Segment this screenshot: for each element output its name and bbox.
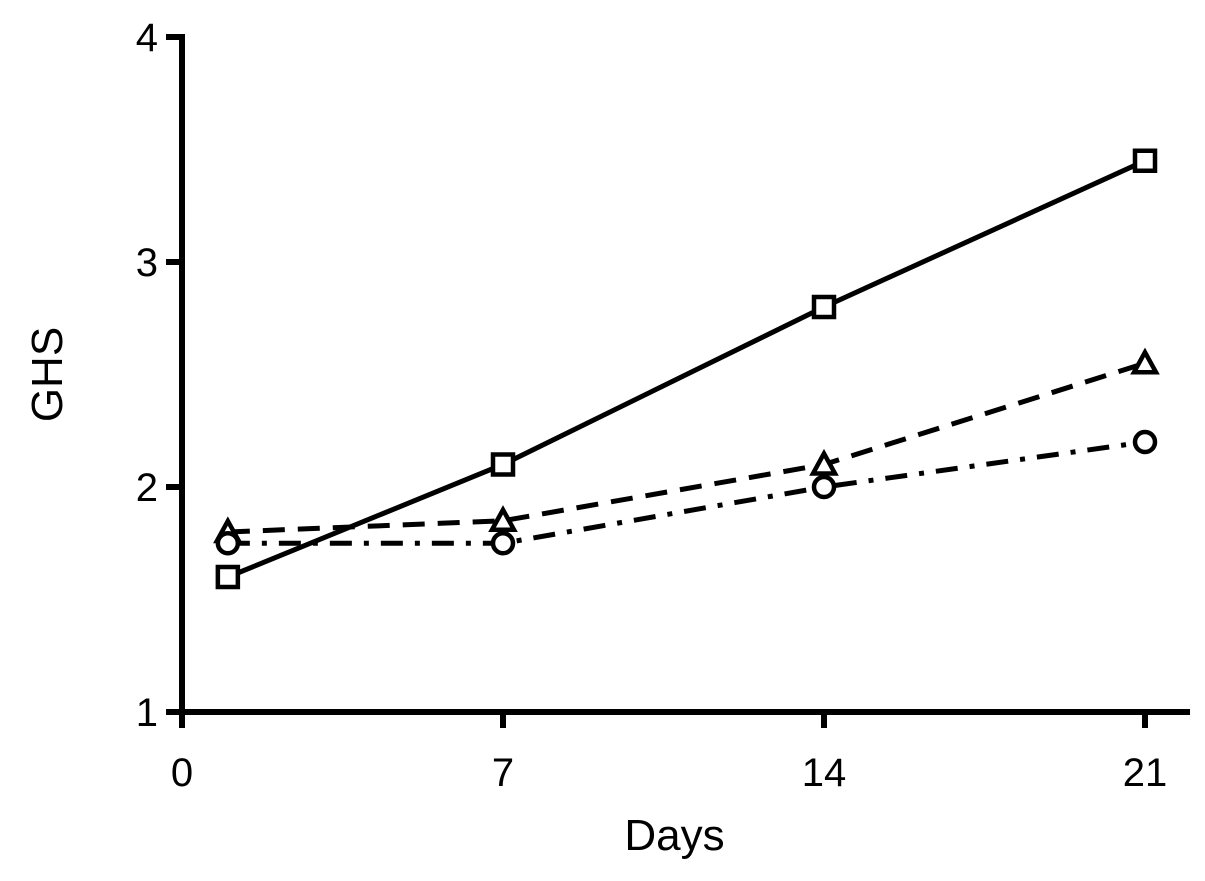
series: [213, 148, 1160, 590]
y-tick-label: 4: [136, 16, 158, 60]
series-circle: [215, 429, 1158, 556]
data-point-square: [490, 452, 516, 477]
y-axis-title: GHS: [23, 327, 72, 422]
y-tick-label: 2: [136, 466, 158, 510]
data-point-circle: [811, 474, 837, 500]
data-point-circle: [215, 531, 241, 556]
y-tick-label: 1: [136, 691, 158, 735]
data-point-circle: [490, 531, 516, 556]
ticks: 1 2 3 4 0 7 14 21: [136, 16, 1168, 795]
series-line-square: [226, 158, 1147, 580]
axes: [179, 34, 1190, 715]
data-point-triangle: [809, 448, 839, 476]
data-point-square: [215, 564, 241, 590]
x-tick-label: 7: [492, 751, 514, 795]
series-line-circle: [227, 439, 1146, 546]
series-square: [215, 148, 1158, 590]
data-point-triangle: [1130, 347, 1160, 375]
x-tick-label: 21: [1123, 751, 1168, 795]
data-point-circle: [1132, 429, 1158, 455]
data-point-square: [811, 294, 837, 320]
series-line-triangle: [227, 360, 1146, 535]
data-point-triangle: [488, 505, 518, 532]
x-axis-title: Days: [624, 811, 724, 860]
data-point-square: [1132, 148, 1158, 173]
x-tick-label: 14: [802, 751, 847, 795]
y-tick-label: 3: [136, 241, 158, 285]
x-tick-label: 0: [171, 751, 193, 795]
